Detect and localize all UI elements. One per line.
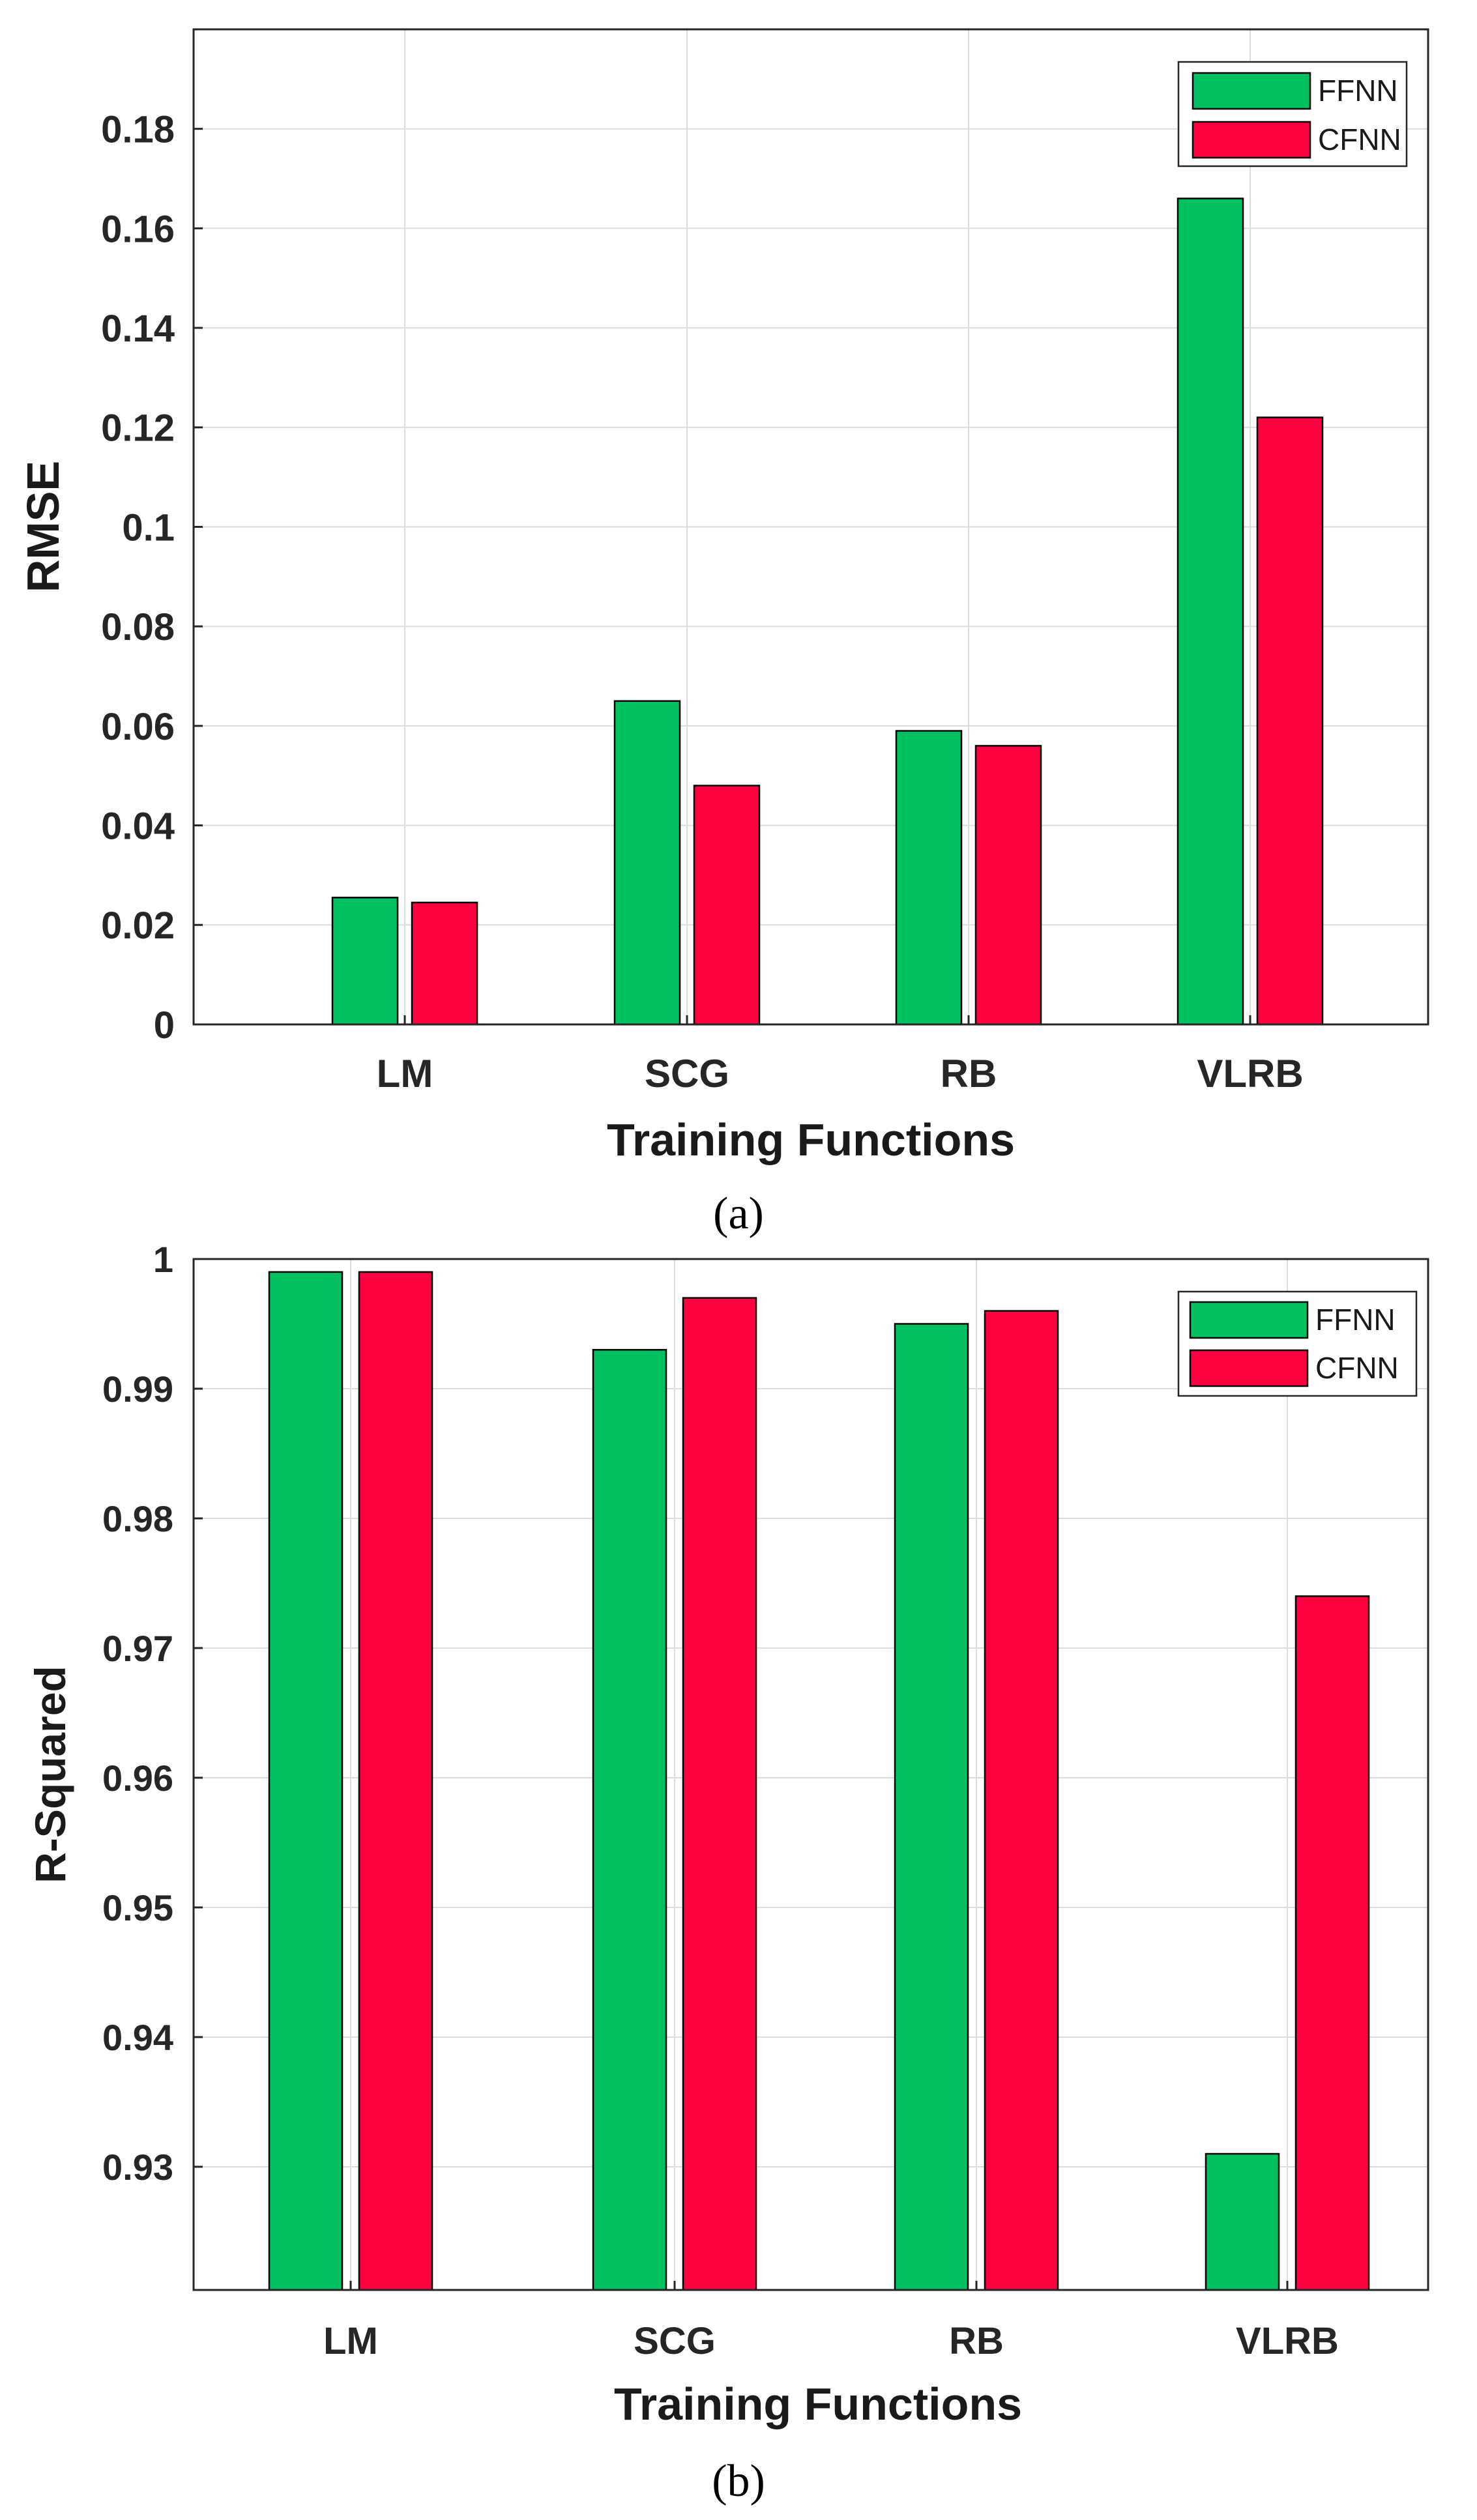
rmse-x-ticks: LM SCG RB VLRB xyxy=(377,1015,1304,1095)
rmse-y-tick-label: 0.06 xyxy=(101,706,175,748)
rmse-bar-cfnn-scg xyxy=(693,785,761,1026)
r-squared-bar-ffnn-scg xyxy=(592,1349,667,2291)
r-squared-bar-cfnn-scg xyxy=(682,1297,757,2291)
rmse-panel-caption: (a) xyxy=(713,1189,764,1239)
r-squared-bar-ffnn-vlrb xyxy=(1205,2152,1280,2291)
r-squared-bar-ffnn-lm xyxy=(268,1271,344,2291)
r-squared-y-tick-label: 0.98 xyxy=(102,1498,173,1539)
r-squared-bar-ffnn-rb xyxy=(894,1323,969,2291)
r-squared-legend-ffnn-swatch xyxy=(1189,1301,1309,1339)
rmse-category-label-scg: SCG xyxy=(645,1052,729,1095)
r-squared-bar-cfnn-rb xyxy=(984,1310,1059,2291)
r-squared-y-tick-label: 0.97 xyxy=(102,1628,173,1669)
r-squared-legend-cfnn-swatch xyxy=(1189,1349,1309,1387)
rmse-chart-panel: LM SCG RB VLRB 0 0.02 0.04 0.06 0.08 0.1 0.12 0.14… xyxy=(18,28,1429,1239)
rmse-y-tick-label: 0.02 xyxy=(101,905,175,947)
rmse-bar-cfnn-lm xyxy=(411,901,478,1026)
rmse-category-label-lm: LM xyxy=(377,1052,433,1095)
r-squared-y-tick-label: 0.96 xyxy=(102,1758,173,1799)
r-squared-y-tick-label: 0.94 xyxy=(102,2017,173,2058)
r-squared-legend: FFNN CFNN xyxy=(1177,1290,1418,1397)
r-squared-x-axis-label: Training Functions xyxy=(614,2379,1022,2429)
r-squared-category-label-scg: SCG xyxy=(634,2320,716,2362)
rmse-legend-cfnn-label: CFNN xyxy=(1318,123,1401,156)
rmse-category-label-vlrb: VLRB xyxy=(1197,1052,1303,1095)
r-squared-y-ticks: 0.93 0.94 0.95 0.96 0.97 0.98 0.99 1 xyxy=(102,1239,203,2188)
r-squared-y-tick-label: 0.93 xyxy=(102,2147,173,2188)
rmse-bar-ffnn-rb xyxy=(895,730,963,1026)
rmse-bar-cfnn-vlrb xyxy=(1256,416,1324,1026)
r-squared-category-label-vlrb: VLRB xyxy=(1236,2320,1339,2362)
r-squared-bar-cfnn-vlrb xyxy=(1294,1595,1370,2291)
r-squared-bars xyxy=(268,1271,1370,2291)
rmse-legend: FFNN CFNN xyxy=(1177,61,1408,167)
r-squared-chart-panel: LM SCG RB VLRB 0.93 0.94 0.95 0.96 0.97 0.98 0.99… xyxy=(26,1239,1429,2506)
rmse-y-tick-label: 0.1 xyxy=(122,506,175,549)
rmse-category-label-rb: RB xyxy=(941,1052,997,1095)
r-squared-category-label-rb: RB xyxy=(949,2320,1004,2362)
rmse-legend-ffnn-label: FFNN xyxy=(1318,74,1398,108)
rmse-y-tick-label: 0.08 xyxy=(101,606,175,648)
rmse-y-ticks: 0 0.02 0.04 0.06 0.08 0.1 0.12 0.14 0.16 0.18 xyxy=(101,109,203,1047)
rmse-bar-cfnn-rb xyxy=(974,745,1042,1026)
rmse-y-tick-label: 0.14 xyxy=(101,308,175,350)
rmse-x-axis-label: Training Functions xyxy=(607,1114,1015,1165)
rmse-y-tick-label: 0.04 xyxy=(101,805,175,847)
r-squared-legend-cfnn-label: CFNN xyxy=(1315,1351,1399,1385)
rmse-y-tick-label: 0.12 xyxy=(101,407,175,450)
rmse-legend-ffnn-swatch xyxy=(1192,72,1311,110)
r-squared-y-axis-label: R-Squared xyxy=(26,1666,74,1883)
rmse-bar-ffnn-vlrb xyxy=(1177,197,1244,1026)
r-squared-plot-frame xyxy=(192,1258,1429,2291)
rmse-y-tick-label: 0.16 xyxy=(101,208,175,250)
r-squared-y-tick-label: 0.95 xyxy=(102,1887,173,1928)
rmse-y-tick-label: 0 xyxy=(154,1004,175,1047)
r-squared-x-ticks: LM SCG RB VLRB xyxy=(323,2281,1339,2362)
rmse-bar-ffnn-lm xyxy=(331,897,399,1026)
r-squared-y-tick-label: 1 xyxy=(153,1239,173,1280)
r-squared-panel-caption: (b) xyxy=(712,2456,765,2506)
r-squared-legend-ffnn-label: FFNN xyxy=(1315,1303,1396,1337)
r-squared-category-label-lm: LM xyxy=(323,2320,378,2362)
r-squared-y-tick-label: 0.99 xyxy=(102,1369,173,1410)
r-squared-bar-cfnn-lm xyxy=(358,1271,433,2291)
rmse-bar-ffnn-scg xyxy=(613,700,681,1026)
rmse-y-tick-label: 0.18 xyxy=(101,109,175,151)
rmse-bars xyxy=(331,197,1324,1026)
rmse-legend-cfnn-swatch xyxy=(1192,121,1311,159)
rmse-y-axis-label: RMSE xyxy=(18,461,68,592)
